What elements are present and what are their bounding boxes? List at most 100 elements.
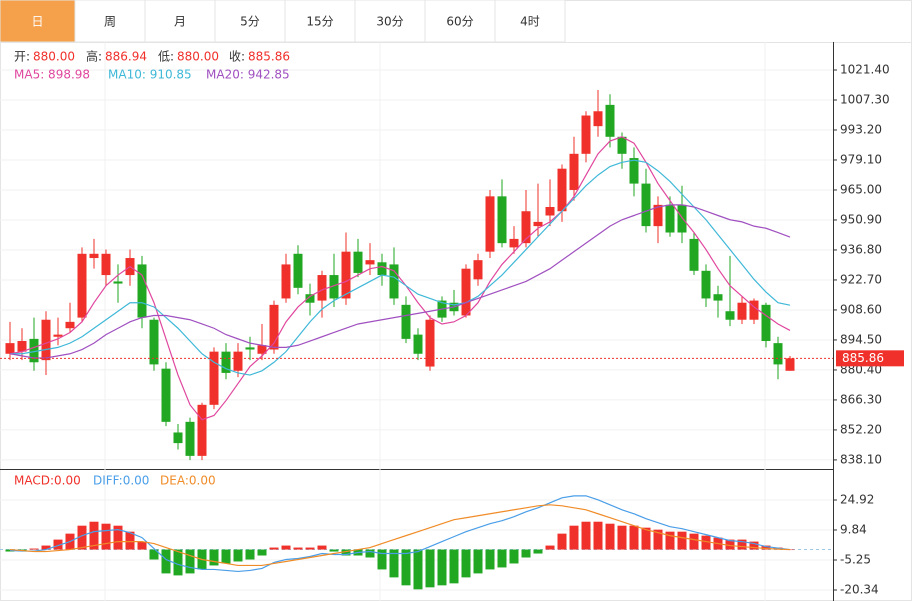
candle-body: [245, 347, 255, 350]
tab-label[interactable]: 日: [31, 15, 43, 29]
ma-legend: MA20: 942.85: [206, 68, 290, 82]
candle-body: [281, 264, 291, 299]
candle-body: [89, 253, 99, 259]
macd-bar: [413, 549, 423, 590]
y-tick-label: 9.84: [840, 522, 867, 536]
macd-bar: [209, 549, 219, 566]
candle-body: [269, 304, 279, 350]
candle-body: [329, 275, 339, 299]
macd-bar: [173, 549, 183, 576]
macd-bar: [689, 533, 699, 550]
candle-body: [77, 253, 87, 318]
candle-body: [665, 204, 675, 233]
macd-bar: [161, 549, 171, 574]
y-tick-label: 838.10: [840, 452, 882, 466]
candle-body: [593, 111, 603, 127]
macd-bar: [137, 541, 147, 550]
macd-legend: DEA:0.00: [160, 474, 216, 488]
candle-body: [317, 275, 327, 301]
macd-bar: [677, 531, 687, 550]
macd-bar: [785, 549, 795, 551]
macd-bar: [77, 525, 87, 550]
tab-label[interactable]: 30分: [376, 15, 403, 29]
ma-line: [10, 159, 791, 376]
diff-line: [9, 495, 791, 573]
macd-bar: [665, 531, 675, 550]
macd-bar: [485, 549, 495, 570]
macd-bar: [221, 549, 231, 564]
candle-body: [53, 334, 63, 337]
macd-bar: [569, 525, 579, 550]
macd-bar: [521, 549, 531, 558]
candle-body: [641, 183, 651, 227]
y-tick-label: 993.20: [840, 122, 882, 136]
macd-bar: [509, 549, 519, 564]
macd-bar: [605, 523, 615, 550]
macd-bar: [389, 549, 399, 578]
header-value: 885.86: [248, 50, 290, 64]
header-value: 880.00: [177, 50, 219, 64]
candle-body: [149, 319, 159, 365]
candle-body: [773, 343, 783, 365]
macd-bar: [149, 549, 159, 560]
candle-body: [473, 260, 483, 280]
tab[interactable]: [424, 0, 496, 43]
macd-bar: [749, 541, 759, 550]
candle-body: [425, 319, 435, 367]
macd-bar: [341, 549, 351, 556]
tab[interactable]: [214, 0, 286, 43]
macd-bar: [617, 525, 627, 550]
candle-body: [485, 196, 495, 252]
y-tick-label: 936.80: [840, 242, 882, 256]
candle-body: [761, 304, 771, 342]
candle-body: [161, 368, 171, 422]
tab-label[interactable]: 周: [104, 15, 116, 29]
candle-body: [581, 115, 591, 154]
candle-body: [689, 238, 699, 271]
candle-body: [557, 168, 567, 212]
candle-body: [629, 158, 639, 184]
tab-label[interactable]: 15分: [306, 15, 333, 29]
candle-body: [41, 319, 51, 361]
macd-bar: [449, 549, 459, 584]
tab[interactable]: [494, 0, 566, 43]
candle-body: [413, 334, 423, 354]
tab-label[interactable]: 60分: [446, 15, 473, 29]
macd-bar: [233, 549, 243, 562]
y-tick-label: 922.70: [840, 272, 882, 286]
candle-body: [257, 345, 267, 354]
header-label: 高:: [86, 49, 102, 64]
header-value: 880.00: [33, 50, 75, 64]
macd-bar: [377, 549, 387, 570]
candle-body: [221, 351, 231, 373]
macd-bar: [593, 521, 603, 550]
candle-body: [545, 206, 555, 216]
candle-body: [233, 351, 243, 371]
header-label: 开:: [14, 50, 30, 64]
macd-bar: [365, 549, 375, 558]
candle-body: [497, 196, 507, 244]
macd-legend: MACD:0.00: [14, 474, 81, 488]
candle-body: [305, 294, 315, 303]
candle-body: [677, 204, 687, 233]
candle-body: [461, 268, 471, 316]
macd-bar: [101, 523, 111, 550]
tab-label[interactable]: 5分: [240, 15, 260, 29]
header-value: 886.94: [105, 50, 147, 64]
ma-line: [9, 204, 791, 359]
y-tick-label: 979.10: [840, 152, 882, 166]
tab-label[interactable]: 月: [174, 15, 186, 29]
macd-bar: [737, 539, 747, 550]
candle-body: [701, 270, 711, 299]
candle-body: [365, 260, 375, 265]
candle-body: [725, 311, 735, 320]
macd-bar: [113, 525, 123, 550]
y-tick-label: 866.30: [840, 392, 882, 406]
macd-bar: [533, 549, 543, 554]
tab-label[interactable]: 4时: [520, 15, 540, 29]
macd-bar: [725, 539, 735, 550]
candle-body: [17, 341, 27, 352]
macd-bar: [281, 545, 291, 550]
candle-body: [653, 204, 663, 227]
y-tick-label: 950.90: [840, 212, 882, 226]
